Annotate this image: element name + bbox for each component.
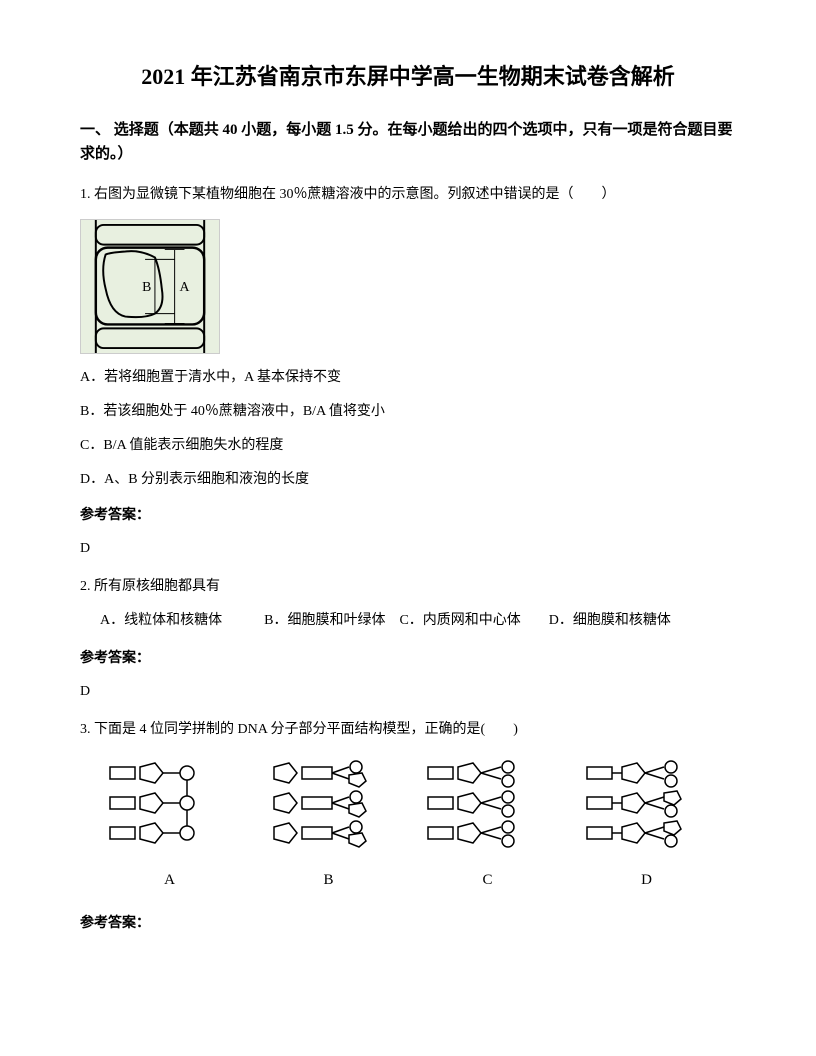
dna-label-c: C bbox=[423, 865, 553, 895]
question-1: 1. 右图为显微镜下某植物细胞在 30％蔗糖溶液中的示意图。列叙述中错误的是（ … bbox=[80, 181, 736, 563]
q2-options: A．线粒体和核糖体 B．细胞膜和叶绿体 C．内质网和中心体 D．细胞膜和核糖体 bbox=[100, 606, 736, 637]
label-a: A bbox=[180, 279, 190, 294]
dna-c: C bbox=[423, 759, 553, 895]
q1-option-d: D．A、B 分别表示细胞和液泡的长度 bbox=[80, 466, 736, 494]
q1-option-c: C．B/A 值能表示细胞失水的程度 bbox=[80, 432, 736, 460]
question-2: 2. 所有原核细胞都具有 A．线粒体和核糖体 B．细胞膜和叶绿体 C．内质网和中… bbox=[80, 573, 736, 706]
dna-b: B bbox=[264, 759, 394, 895]
page-title: 2021 年江苏省南京市东屏中学高一生物期末试卷含解析 bbox=[80, 60, 736, 93]
cell-diagram: B A bbox=[80, 219, 220, 354]
dna-label-d: D bbox=[582, 865, 712, 895]
q2-text: 2. 所有原核细胞都具有 bbox=[80, 573, 736, 601]
q3-answer-label: 参考答案： bbox=[80, 910, 736, 938]
dna-label-a: A bbox=[105, 865, 235, 895]
q1-answer-label: 参考答案： bbox=[80, 502, 736, 530]
q1-text: 1. 右图为显微镜下某植物细胞在 30％蔗糖溶液中的示意图。列叙述中错误的是（ … bbox=[80, 181, 736, 209]
question-3: 3. 下面是 4 位同学拼制的 DNA 分子部分平面结构模型，正确的是( ) bbox=[80, 716, 736, 938]
q1-option-b: B．若该细胞处于 40％蔗糖溶液中，B/A 值将变小 bbox=[80, 398, 736, 426]
dna-label-b: B bbox=[264, 865, 394, 895]
dna-diagrams: A bbox=[80, 759, 736, 895]
label-b: B bbox=[142, 279, 151, 294]
dna-a: A bbox=[105, 759, 235, 895]
dna-d: D bbox=[582, 759, 712, 895]
q1-option-a: A．若将细胞置于清水中，A 基本保持不变 bbox=[80, 364, 736, 392]
q3-text: 3. 下面是 4 位同学拼制的 DNA 分子部分平面结构模型，正确的是( ) bbox=[80, 716, 736, 744]
q2-answer: D bbox=[80, 678, 736, 706]
q2-answer-label: 参考答案： bbox=[80, 645, 736, 673]
section-header: 一、 选择题（本题共 40 小题，每小题 1.5 分。在每小题给出的四个选项中，… bbox=[80, 118, 736, 166]
q1-answer: D bbox=[80, 535, 736, 563]
